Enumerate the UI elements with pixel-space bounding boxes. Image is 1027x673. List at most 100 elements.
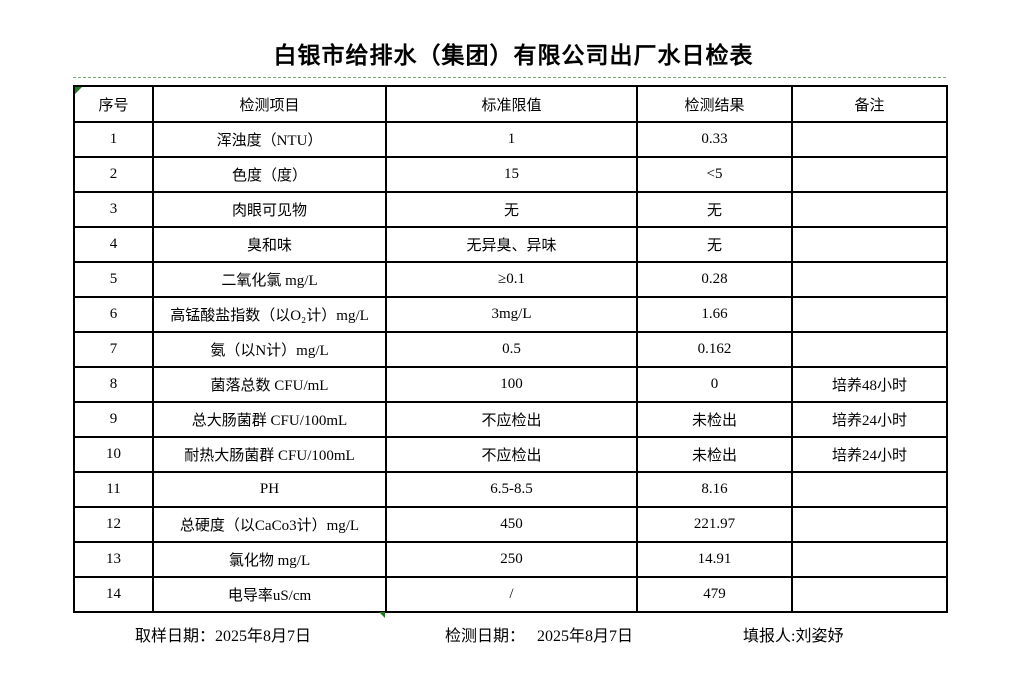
cell-result: 未检出 bbox=[636, 436, 793, 473]
cell-seq: 12 bbox=[73, 506, 154, 543]
table-header-row: 序号 检测项目 标准限值 检测结果 备注 bbox=[73, 85, 948, 123]
table-row: 2 色度（度） 15 <5 bbox=[73, 156, 948, 193]
cell-limit: 0.5 bbox=[385, 331, 638, 368]
table-row: 9 总大肠菌群 CFU/100mL 不应检出 未检出 培养24小时 bbox=[73, 401, 948, 438]
cell-result: 0.162 bbox=[636, 331, 793, 368]
cell-item: 色度（度） bbox=[152, 156, 387, 193]
table-row: 4 臭和味 无异臭、异味 无 bbox=[73, 226, 948, 263]
page-break-dashed-line bbox=[73, 77, 946, 78]
cell-seq: 4 bbox=[73, 226, 154, 263]
header-item: 检测项目 bbox=[152, 85, 387, 123]
cell-item: 浑浊度（NTU） bbox=[152, 121, 387, 158]
cell-limit: 不应检出 bbox=[385, 401, 638, 438]
cell-seq: 14 bbox=[73, 576, 154, 613]
cell-limit: 无 bbox=[385, 191, 638, 228]
cell-remark bbox=[791, 506, 948, 543]
cell-item: 氨（以N计）mg/L bbox=[152, 331, 387, 368]
cell-seq: 13 bbox=[73, 541, 154, 578]
cell-result: 221.97 bbox=[636, 506, 793, 543]
green-bottom-marker-icon bbox=[379, 612, 385, 618]
cell-limit: 不应检出 bbox=[385, 436, 638, 473]
cell-remark bbox=[791, 296, 948, 333]
test-date: 检测日期： 2025年8月7日 bbox=[445, 622, 633, 646]
cell-item: 臭和味 bbox=[152, 226, 387, 263]
cell-remark bbox=[791, 261, 948, 298]
cell-limit: ≥0.1 bbox=[385, 261, 638, 298]
cell-result: 0.33 bbox=[636, 121, 793, 158]
cell-remark bbox=[791, 156, 948, 193]
header-result: 检测结果 bbox=[636, 85, 793, 123]
cell-limit: 6.5-8.5 bbox=[385, 471, 638, 508]
test-date-label: 检测日期： bbox=[445, 628, 526, 645]
cell-result: 14.91 bbox=[636, 541, 793, 578]
header-seq: 序号 bbox=[73, 85, 154, 123]
cell-remark bbox=[791, 226, 948, 263]
cell-result: 未检出 bbox=[636, 401, 793, 438]
cell-result: <5 bbox=[636, 156, 793, 193]
cell-remark bbox=[791, 331, 948, 368]
cell-item: 耐热大肠菌群 CFU/100mL bbox=[152, 436, 387, 473]
table-row: 10 耐热大肠菌群 CFU/100mL 不应检出 未检出 培养24小时 bbox=[73, 436, 948, 473]
table-row: 12 总硬度（以CaCo3计）mg/L 450 221.97 bbox=[73, 506, 948, 543]
cell-item: 菌落总数 CFU/mL bbox=[152, 366, 387, 403]
cell-seq: 11 bbox=[73, 471, 154, 508]
table-row: 8 菌落总数 CFU/mL 100 0 培养48小时 bbox=[73, 366, 948, 403]
header-limit: 标准限值 bbox=[385, 85, 638, 123]
cell-remark bbox=[791, 541, 948, 578]
cell-item: 总大肠菌群 CFU/100mL bbox=[152, 401, 387, 438]
table-row: 7 氨（以N计）mg/L 0.5 0.162 bbox=[73, 331, 948, 368]
cell-item: 肉眼可见物 bbox=[152, 191, 387, 228]
cell-item: PH bbox=[152, 471, 387, 508]
cell-result: 1.66 bbox=[636, 296, 793, 333]
table-row: 11 PH 6.5-8.5 8.16 bbox=[73, 471, 948, 508]
cell-remark: 培养24小时 bbox=[791, 436, 948, 473]
table-row: 1 浑浊度（NTU） 1 0.33 bbox=[73, 121, 948, 158]
sampling-date-label: 取样日期： bbox=[135, 628, 216, 645]
table-row: 13 氯化物 mg/L 250 14.91 bbox=[73, 541, 948, 578]
cell-result: 0.28 bbox=[636, 261, 793, 298]
table-row: 5 二氧化氯 mg/L ≥0.1 0.28 bbox=[73, 261, 948, 298]
cell-remark bbox=[791, 121, 948, 158]
cell-result: 479 bbox=[636, 576, 793, 613]
table-row: 3 肉眼可见物 无 无 bbox=[73, 191, 948, 228]
cell-seq: 5 bbox=[73, 261, 154, 298]
table-row: 14 电导率uS/cm / 479 bbox=[73, 576, 948, 613]
cell-seq: 1 bbox=[73, 121, 154, 158]
footer: 取样日期： 2025年8月7日 检测日期： 2025年8月7日 填报人:刘姿妤 bbox=[0, 622, 1027, 648]
cell-limit: 3mg/L bbox=[385, 296, 638, 333]
cell-seq: 2 bbox=[73, 156, 154, 193]
cell-item: 高锰酸盐指数（以O₂计）mg/L bbox=[152, 296, 387, 333]
cell-item: 二氧化氯 mg/L bbox=[152, 261, 387, 298]
cell-limit: 100 bbox=[385, 366, 638, 403]
cell-seq: 6 bbox=[73, 296, 154, 333]
cell-limit: 15 bbox=[385, 156, 638, 193]
test-date-value: 2025年8月7日 bbox=[537, 628, 634, 645]
cell-remark bbox=[791, 471, 948, 508]
cell-seq: 9 bbox=[73, 401, 154, 438]
cell-result: 无 bbox=[636, 191, 793, 228]
table-row: 6 高锰酸盐指数（以O₂计）mg/L 3mg/L 1.66 bbox=[73, 296, 948, 333]
cell-limit: 450 bbox=[385, 506, 638, 543]
cell-seq: 8 bbox=[73, 366, 154, 403]
cell-remark bbox=[791, 576, 948, 613]
cell-result: 8.16 bbox=[636, 471, 793, 508]
cell-limit: / bbox=[385, 576, 638, 613]
reporter-name: 刘姿妤 bbox=[795, 628, 844, 645]
cell-result: 0 bbox=[636, 366, 793, 403]
header-remark: 备注 bbox=[791, 85, 948, 123]
cell-seq: 10 bbox=[73, 436, 154, 473]
cell-item: 氯化物 mg/L bbox=[152, 541, 387, 578]
reporter: 填报人:刘姿妤 bbox=[743, 622, 843, 646]
cell-limit: 1 bbox=[385, 121, 638, 158]
cell-seq: 7 bbox=[73, 331, 154, 368]
cell-remark: 培养48小时 bbox=[791, 366, 948, 403]
cell-item: 电导率uS/cm bbox=[152, 576, 387, 613]
reporter-label: 填报人: bbox=[743, 628, 796, 645]
cell-limit: 无异臭、异味 bbox=[385, 226, 638, 263]
cell-limit: 250 bbox=[385, 541, 638, 578]
inspection-table: 序号 检测项目 标准限值 检测结果 备注 1 浑浊度（NTU） 1 0.33 2… bbox=[73, 85, 948, 613]
cell-remark: 培养24小时 bbox=[791, 401, 948, 438]
cell-remark bbox=[791, 191, 948, 228]
cell-seq: 3 bbox=[73, 191, 154, 228]
